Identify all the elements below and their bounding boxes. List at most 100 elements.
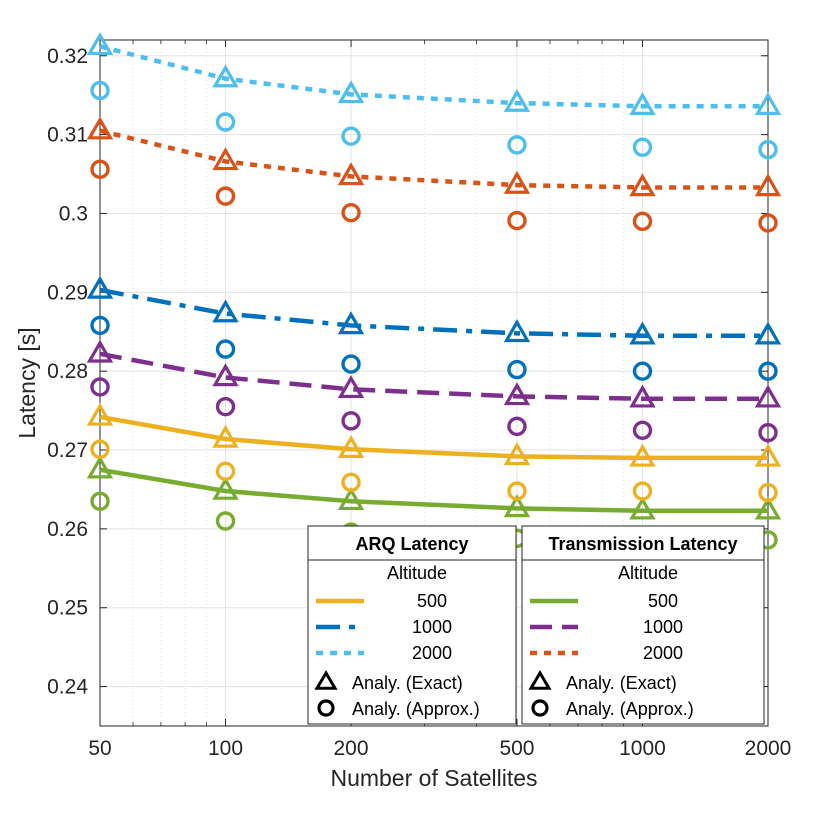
approx-marker bbox=[215, 461, 236, 482]
approx-marker bbox=[507, 359, 527, 380]
legend-marker-label: Analy. (Exact) bbox=[566, 673, 677, 693]
exact-marker bbox=[86, 32, 114, 56]
exact-marker bbox=[629, 384, 656, 408]
exact-marker bbox=[503, 442, 531, 466]
approx-marker bbox=[215, 339, 236, 359]
x-tick-label: 2000 bbox=[745, 737, 792, 760]
series-arq-latency-2000 bbox=[86, 32, 782, 160]
approx-marker bbox=[215, 186, 236, 206]
approx-marker bbox=[90, 80, 110, 101]
exact-marker bbox=[337, 162, 365, 186]
legend-triangle-marker bbox=[314, 670, 338, 690]
series-transmission-latency-2000 bbox=[86, 116, 782, 233]
series-line bbox=[99, 351, 768, 402]
approx-marker bbox=[507, 135, 527, 155]
exact-marker bbox=[754, 321, 782, 345]
approx-marker bbox=[90, 315, 110, 336]
approx-marker bbox=[90, 491, 110, 511]
legend-marker-label: Analy. (Approx.) bbox=[352, 699, 480, 719]
axes-box bbox=[99, 39, 769, 727]
exact-marker bbox=[337, 487, 365, 511]
exact-marker bbox=[337, 375, 365, 399]
approx-marker bbox=[90, 439, 110, 459]
legend-subtitle: Altitude bbox=[387, 563, 447, 583]
approx-marker bbox=[758, 361, 778, 381]
series-transmission-latency-1000 bbox=[86, 339, 782, 443]
approx-marker bbox=[758, 482, 778, 503]
exact-marker bbox=[754, 443, 782, 467]
approx-marker bbox=[632, 137, 653, 157]
series-line bbox=[99, 414, 768, 461]
series-line bbox=[99, 128, 768, 190]
exact-marker bbox=[503, 382, 531, 406]
approx-marker bbox=[507, 481, 527, 501]
series-transmission-latency-500 bbox=[86, 455, 782, 550]
legend-entry-label: 1000 bbox=[412, 617, 452, 637]
exact-marker bbox=[337, 80, 365, 104]
exact-marker bbox=[212, 476, 239, 500]
legend-entry-label: 500 bbox=[648, 591, 678, 611]
x-axis-title: Number of Satellites bbox=[330, 765, 537, 791]
approx-marker bbox=[507, 416, 527, 437]
approx-marker bbox=[341, 354, 361, 374]
approx-marker bbox=[215, 112, 236, 132]
legend-title: Transmission Latency bbox=[548, 534, 737, 554]
exact-marker bbox=[212, 147, 239, 171]
y-tick-label: 0.27 bbox=[47, 439, 88, 462]
exact-marker bbox=[86, 339, 114, 363]
legend-title: ARQ Latency bbox=[355, 534, 468, 554]
approx-marker bbox=[341, 472, 361, 493]
approx-marker bbox=[758, 422, 778, 443]
x-tick-label: 200 bbox=[334, 737, 369, 760]
x-tick-label: 1000 bbox=[619, 737, 666, 760]
approx-marker bbox=[341, 126, 361, 146]
x-tick-label: 100 bbox=[208, 737, 243, 760]
legend-entry-label: 1000 bbox=[643, 617, 683, 637]
approx-marker bbox=[632, 420, 653, 441]
exact-marker bbox=[629, 321, 656, 345]
approx-marker bbox=[215, 511, 236, 531]
y-tick-label: 0.24 bbox=[47, 676, 88, 699]
y-tick-label: 0.29 bbox=[47, 281, 88, 304]
legend-entry-label: 500 bbox=[417, 591, 447, 611]
legend-circle-marker bbox=[531, 699, 549, 717]
exact-marker bbox=[629, 92, 656, 115]
exact-marker bbox=[86, 116, 114, 140]
exact-marker bbox=[212, 299, 239, 323]
series-arq-latency-500 bbox=[86, 402, 782, 503]
y-tick-label: 0.28 bbox=[47, 360, 88, 383]
series-line bbox=[99, 44, 768, 109]
approx-marker bbox=[632, 211, 653, 232]
exact-marker bbox=[86, 455, 114, 479]
legend-triangle-marker bbox=[528, 670, 552, 690]
y-tick-label: 0.25 bbox=[47, 597, 88, 620]
series-arq-latency-1000 bbox=[86, 275, 782, 381]
legend-subtitle: Altitude bbox=[618, 563, 678, 583]
approx-marker bbox=[341, 411, 361, 431]
exact-marker bbox=[503, 88, 531, 112]
x-tick-label: 50 bbox=[88, 737, 111, 760]
x-tick-label: 500 bbox=[499, 737, 534, 760]
exact-marker bbox=[503, 170, 531, 194]
series-line bbox=[99, 467, 768, 513]
exact-marker bbox=[754, 384, 782, 408]
approx-marker bbox=[90, 159, 110, 180]
exact-marker bbox=[212, 64, 239, 88]
y-tick-label: 0.3 bbox=[59, 202, 88, 225]
exact-marker bbox=[754, 173, 782, 197]
exact-marker bbox=[754, 496, 782, 520]
y-tick-label: 0.31 bbox=[47, 124, 88, 147]
exact-marker bbox=[629, 496, 656, 520]
exact-marker bbox=[212, 424, 239, 448]
approx-marker bbox=[632, 361, 653, 381]
exact-marker bbox=[86, 402, 114, 426]
legend-transmission: Transmission Latency Altitude 500 1000 2000 A… bbox=[521, 525, 765, 725]
legend-marker-label: Analy. (Approx.) bbox=[566, 699, 694, 719]
grid bbox=[99, 40, 769, 726]
exact-marker bbox=[503, 319, 531, 343]
legend-entry-label: 2000 bbox=[643, 643, 683, 663]
exact-marker bbox=[503, 494, 531, 518]
approx-marker bbox=[632, 481, 653, 501]
